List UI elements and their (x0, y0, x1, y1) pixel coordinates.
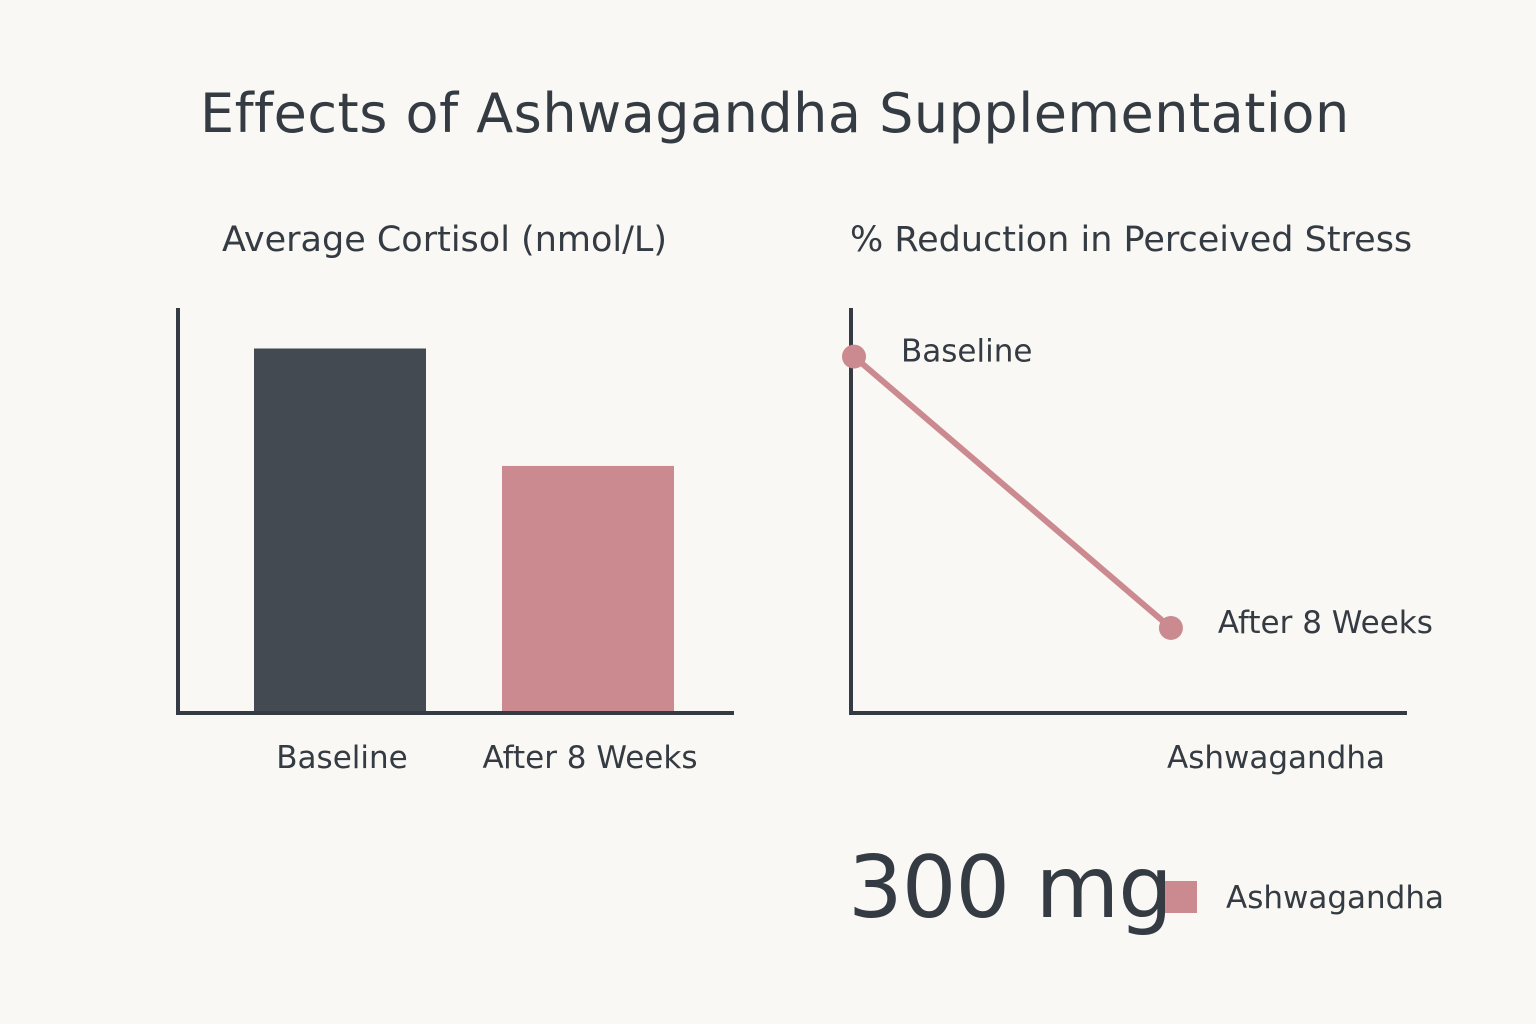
bar-baseline (254, 348, 426, 711)
dose-unit: mg (1035, 838, 1173, 938)
stress-series-line (851, 353, 1174, 631)
line-x-axis-label: Ashwagandha (1167, 740, 1385, 776)
stress-point-label: After 8 Weeks (1218, 605, 1433, 641)
dose-label: 300 mg (848, 838, 1173, 938)
dose-value: 300 (848, 838, 1010, 938)
figure-title: Effects of Ashwagandha Supplementation (200, 82, 1350, 145)
legend-label: Ashwagandha (1226, 880, 1444, 916)
bar-category-label: Baseline (276, 740, 407, 776)
stress-point-baseline (842, 344, 866, 369)
bar-category-label: After 8 Weeks (483, 740, 698, 776)
bar-after-8-weeks (502, 465, 674, 711)
stress-point-after-8-weeks (1158, 615, 1183, 640)
stress-point-label: Baseline (901, 334, 1032, 370)
line-chart-title: % Reduction in Perceived Stress (850, 220, 1413, 260)
bar-chart-title: Average Cortisol (nmol/L) (222, 220, 668, 260)
legend-swatch (1165, 881, 1197, 913)
